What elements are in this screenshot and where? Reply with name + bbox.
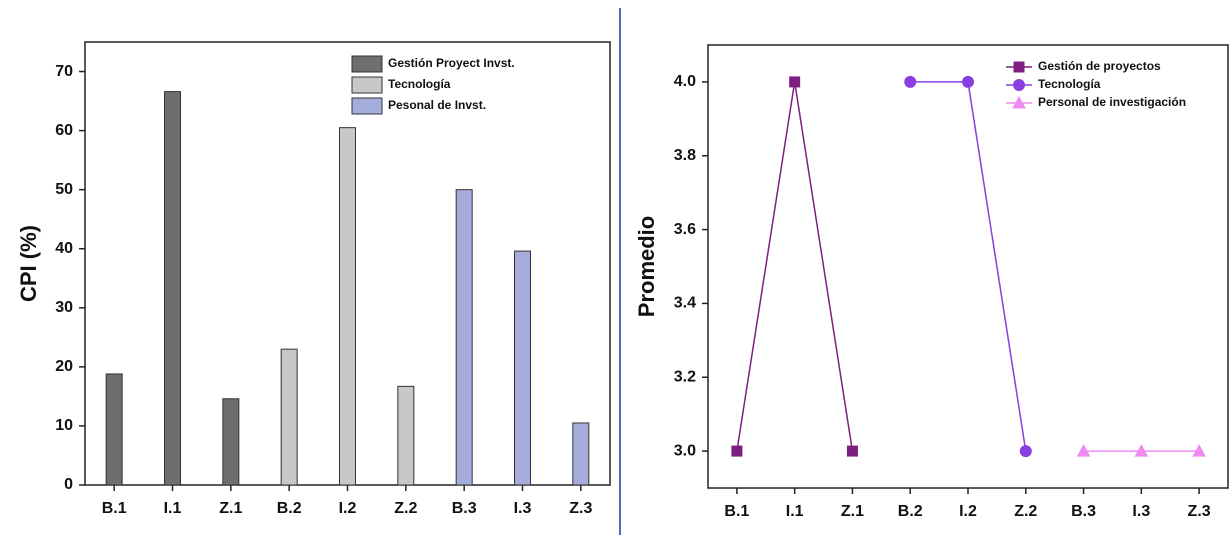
y-tick-label: 0	[64, 476, 73, 493]
y-tick-label: 3.8	[674, 147, 696, 164]
bar	[339, 127, 356, 486]
x-tick-label: Z.3	[1188, 503, 1211, 520]
bar	[397, 385, 415, 486]
y-tick-label: 50	[55, 181, 73, 198]
y-tick-label: 40	[55, 240, 73, 257]
x-tick-label: B.2	[898, 503, 923, 520]
marker	[1013, 79, 1025, 91]
bar	[455, 189, 473, 486]
x-tick-label: I.3	[514, 500, 532, 517]
x-tick-label: B.1	[724, 503, 749, 520]
legend-label: Gestión Proyect Invst.	[388, 56, 515, 70]
x-tick-label: I.2	[339, 500, 357, 517]
marker	[731, 445, 743, 457]
x-tick-label: B.2	[277, 500, 302, 517]
marker	[962, 75, 974, 88]
x-tick-label: I.3	[1132, 503, 1150, 520]
x-tick-label: Z.2	[1014, 503, 1037, 520]
x-tick-label: Z.1	[841, 503, 864, 520]
y-tick-label: 60	[55, 122, 73, 139]
legend-label: Pesonal de Invst.	[388, 98, 486, 112]
legend-label: Tecnología	[388, 77, 451, 91]
x-tick-label: Z.1	[219, 500, 242, 517]
bar	[222, 398, 240, 486]
y-tick-label: 3.4	[674, 295, 696, 312]
x-tick-label: I.2	[959, 503, 977, 520]
y-tick-label: 4.0	[674, 73, 696, 90]
bar	[280, 348, 298, 486]
bar	[572, 422, 590, 486]
y-axis-label: Promedio	[634, 216, 659, 317]
y-tick-label: 3.0	[674, 442, 696, 459]
y-tick-label: 30	[55, 299, 73, 316]
plot-frame	[707, 44, 1229, 489]
legend-label: Personal de investigación	[1038, 95, 1186, 109]
x-tick-label: I.1	[786, 503, 804, 520]
x-tick-label: Z.3	[569, 500, 592, 517]
x-tick-label: B.1	[102, 500, 127, 517]
marker	[1076, 444, 1091, 457]
marker	[1192, 444, 1206, 457]
marker	[789, 76, 801, 88]
series-line	[910, 81, 1027, 452]
series-line	[736, 81, 854, 452]
x-tick-label: B.3	[452, 500, 477, 517]
y-axis-label: CPI (%)	[16, 225, 41, 302]
legend-swatch	[351, 97, 383, 115]
bar	[514, 250, 531, 486]
legend-label: Tecnología	[1038, 77, 1101, 91]
marker	[846, 445, 858, 457]
marker	[904, 75, 917, 88]
y-tick-label: 3.6	[674, 221, 696, 238]
marker	[1019, 445, 1032, 458]
x-tick-label: Z.2	[394, 500, 417, 517]
y-tick-label: 10	[55, 417, 73, 434]
marker	[1134, 444, 1149, 457]
legend-swatch	[351, 55, 383, 73]
bar	[164, 91, 181, 486]
legend-label: Gestión de proyectos	[1038, 59, 1161, 73]
x-tick-label: I.1	[164, 500, 182, 517]
x-tick-label: B.3	[1071, 503, 1096, 520]
y-tick-label: 70	[55, 63, 73, 80]
marker	[1013, 61, 1025, 73]
y-tick-label: 3.2	[674, 368, 696, 385]
marker	[1012, 95, 1026, 109]
y-tick-label: 20	[55, 358, 73, 375]
legend-swatch	[351, 76, 383, 94]
bar	[105, 373, 123, 486]
